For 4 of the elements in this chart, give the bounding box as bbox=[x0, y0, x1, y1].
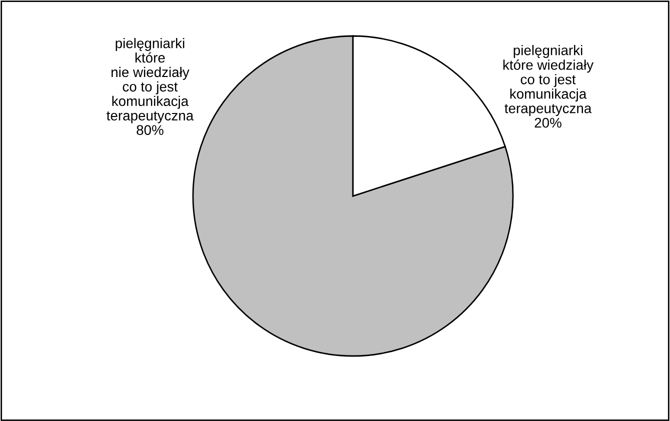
data-label: 80% bbox=[136, 125, 164, 135]
data-label: 20% bbox=[534, 118, 562, 128]
slice-label: pielęgniarki które wiedziały co to jest komunikacja terapeutyczna bbox=[503, 45, 594, 116]
slice-label: pielęgniarki które nie wiedziały co to jest komunikacja terapeutyczna bbox=[106, 38, 194, 124]
